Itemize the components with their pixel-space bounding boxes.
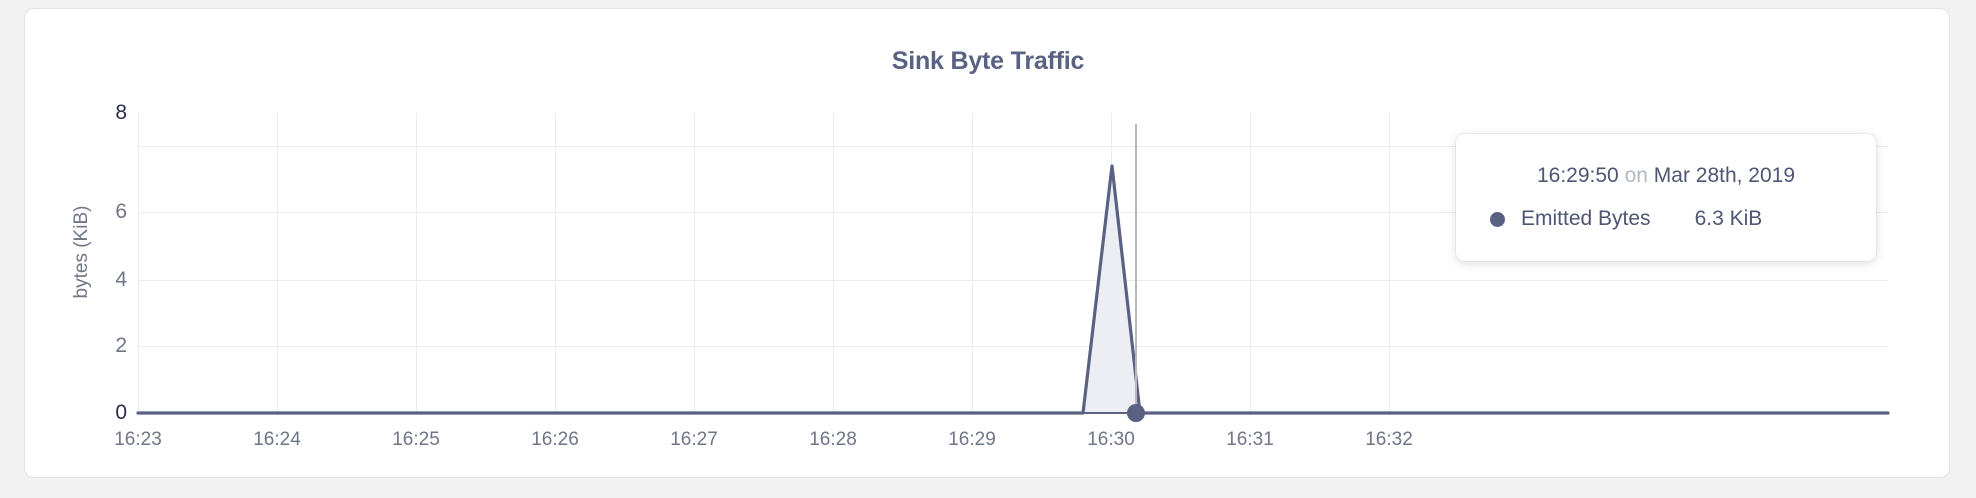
series-color-dot-icon bbox=[1490, 211, 1505, 227]
gridline-x-1626 bbox=[555, 113, 556, 413]
tooltip-date: Mar 28th, 2019 bbox=[1653, 164, 1796, 187]
chart-plot-area: bytes (KiB) 8 6 4 2 0 bbox=[25, 9, 1951, 479]
x-tick-1628: 16:28 bbox=[809, 429, 857, 450]
gridline-x-1632 bbox=[1389, 113, 1390, 413]
x-tick-1625: 16:25 bbox=[392, 429, 440, 450]
y-tick-0: 0 bbox=[115, 401, 127, 424]
gridline-y-2 bbox=[138, 346, 1888, 347]
gridline-y-6 bbox=[138, 212, 1888, 213]
x-tick-1631: 16:31 bbox=[1226, 429, 1274, 450]
gridline-x-1623 bbox=[138, 113, 139, 413]
tooltip-row: Emitted Bytes 6.3 KiB bbox=[1490, 207, 1842, 231]
tooltip-header: 16:29:50 on Mar 28th, 2019 bbox=[1490, 164, 1842, 188]
x-tick-1630: 16:30 bbox=[1087, 429, 1135, 450]
gridline-y-4 bbox=[138, 280, 1888, 281]
x-tick-1623: 16:23 bbox=[114, 429, 162, 450]
chart-tooltip: 16:29:50 on Mar 28th, 2019 Emitted Bytes… bbox=[1456, 134, 1876, 261]
gridline-x-1624 bbox=[277, 113, 278, 413]
chart-card: Sink Byte Traffic bytes (KiB) 8 6 4 bbox=[24, 8, 1950, 478]
gridline-x-1631 bbox=[1250, 113, 1251, 413]
y-tick-6: 6 bbox=[115, 200, 127, 223]
tooltip-series-value: 6.3 KiB bbox=[1694, 207, 1763, 230]
gridline-x-1625 bbox=[416, 113, 417, 413]
y-tick-4: 4 bbox=[115, 268, 127, 291]
crosshair-line bbox=[1135, 124, 1137, 414]
x-tick-1629: 16:29 bbox=[948, 429, 996, 450]
gridline-x-1627 bbox=[694, 113, 695, 413]
tooltip-time: 16:29:50 bbox=[1536, 164, 1619, 187]
x-tick-1624: 16:24 bbox=[253, 429, 301, 450]
y-tick-8: 8 bbox=[115, 101, 127, 124]
x-tick-1627: 16:27 bbox=[670, 429, 718, 450]
x-tick-1632: 16:32 bbox=[1365, 429, 1413, 450]
tooltip-on-word: on bbox=[1624, 164, 1648, 187]
page-title: Sink Byte Traffic bbox=[891, 47, 1085, 75]
x-tick-1626: 16:26 bbox=[531, 429, 579, 450]
tooltip-series-name: Emitted Bytes bbox=[1521, 207, 1651, 230]
x-axis-line bbox=[138, 412, 1888, 414]
y-tick-2: 2 bbox=[115, 334, 127, 357]
gridline-x-1628 bbox=[833, 113, 834, 413]
gridline-y-8 bbox=[138, 146, 1888, 147]
gridline-x-1629 bbox=[972, 113, 973, 413]
